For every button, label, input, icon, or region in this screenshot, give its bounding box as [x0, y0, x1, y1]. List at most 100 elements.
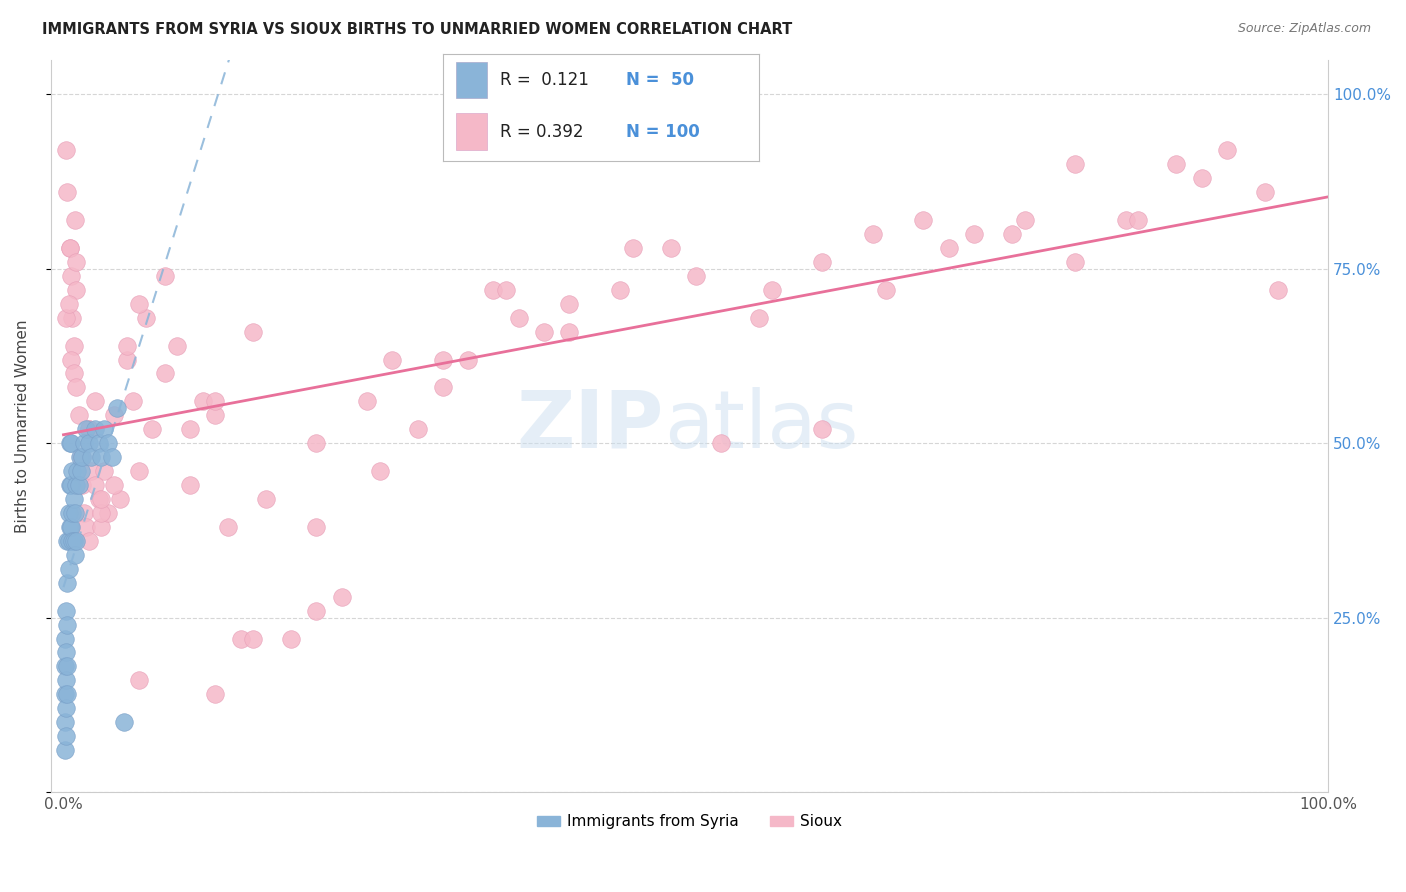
- Point: [685, 268, 707, 283]
- Point: [103, 478, 125, 492]
- Point: [87, 491, 110, 506]
- Point: [55, 645, 77, 659]
- Bar: [456, 113, 486, 150]
- Point: [1254, 185, 1277, 199]
- Point: [77, 533, 100, 548]
- Point: [60, 310, 83, 325]
- Point: [100, 450, 122, 465]
- Point: [558, 325, 581, 339]
- Point: [305, 520, 328, 534]
- Point: [69, 450, 91, 465]
- Point: [112, 715, 135, 730]
- Point: [72, 450, 94, 465]
- Point: [60, 268, 83, 283]
- Text: R = 0.392: R = 0.392: [501, 123, 583, 141]
- Point: [110, 491, 132, 506]
- Point: [75, 520, 97, 534]
- Point: [60, 352, 83, 367]
- Point: [65, 255, 87, 269]
- Point: [609, 283, 631, 297]
- Point: [432, 352, 454, 367]
- Point: [179, 422, 201, 436]
- Text: N =  50: N = 50: [627, 71, 695, 89]
- Point: [59, 436, 82, 450]
- Text: ZIP: ZIP: [516, 387, 664, 465]
- Point: [60, 506, 83, 520]
- Point: [1014, 213, 1036, 227]
- Point: [56, 687, 79, 701]
- Point: [93, 422, 115, 436]
- Point: [62, 338, 84, 352]
- Point: [122, 394, 145, 409]
- Point: [93, 464, 115, 478]
- Point: [58, 562, 80, 576]
- Point: [55, 729, 77, 743]
- Point: [77, 436, 100, 450]
- Point: [179, 478, 201, 492]
- Point: [862, 227, 884, 241]
- Point: [56, 533, 79, 548]
- Point: [60, 520, 83, 534]
- Point: [217, 520, 239, 534]
- Point: [60, 533, 83, 548]
- Point: [97, 436, 120, 450]
- Point: [66, 464, 89, 478]
- Point: [1267, 283, 1289, 297]
- Point: [1115, 213, 1137, 227]
- Point: [229, 632, 252, 646]
- Point: [204, 409, 226, 423]
- Point: [59, 478, 82, 492]
- Point: [105, 401, 128, 416]
- Point: [558, 296, 581, 310]
- Point: [53, 687, 76, 701]
- Point: [58, 296, 80, 310]
- Point: [90, 491, 112, 506]
- Point: [65, 533, 87, 548]
- Point: [67, 478, 90, 492]
- Point: [59, 520, 82, 534]
- Point: [87, 436, 110, 450]
- Point: [58, 506, 80, 520]
- Point: [103, 409, 125, 423]
- Point: [381, 352, 404, 367]
- Point: [811, 422, 834, 436]
- Point: [60, 464, 83, 478]
- Point: [912, 213, 935, 227]
- Point: [748, 310, 770, 325]
- Point: [55, 143, 77, 157]
- Point: [56, 617, 79, 632]
- Legend: Immigrants from Syria, Sioux: Immigrants from Syria, Sioux: [530, 808, 848, 836]
- Point: [65, 283, 87, 297]
- Point: [153, 367, 176, 381]
- Point: [56, 185, 79, 199]
- Point: [58, 533, 80, 548]
- Point: [55, 701, 77, 715]
- Point: [60, 436, 83, 450]
- Point: [135, 310, 157, 325]
- Point: [254, 491, 277, 506]
- Point: [72, 478, 94, 492]
- Point: [53, 743, 76, 757]
- Point: [204, 687, 226, 701]
- Point: [73, 506, 96, 520]
- Point: [508, 310, 530, 325]
- Point: [90, 506, 112, 520]
- Point: [280, 632, 302, 646]
- Point: [75, 422, 97, 436]
- Point: [128, 296, 150, 310]
- Point: [115, 352, 138, 367]
- Point: [1064, 157, 1087, 171]
- Point: [457, 352, 479, 367]
- Point: [56, 575, 79, 590]
- Point: [1191, 171, 1213, 186]
- Point: [60, 478, 83, 492]
- Point: [1128, 213, 1150, 227]
- Point: [80, 450, 103, 465]
- Point: [128, 464, 150, 478]
- Point: [128, 673, 150, 688]
- Point: [330, 590, 353, 604]
- Point: [53, 659, 76, 673]
- Point: [242, 325, 264, 339]
- Point: [84, 422, 107, 436]
- Point: [62, 491, 84, 506]
